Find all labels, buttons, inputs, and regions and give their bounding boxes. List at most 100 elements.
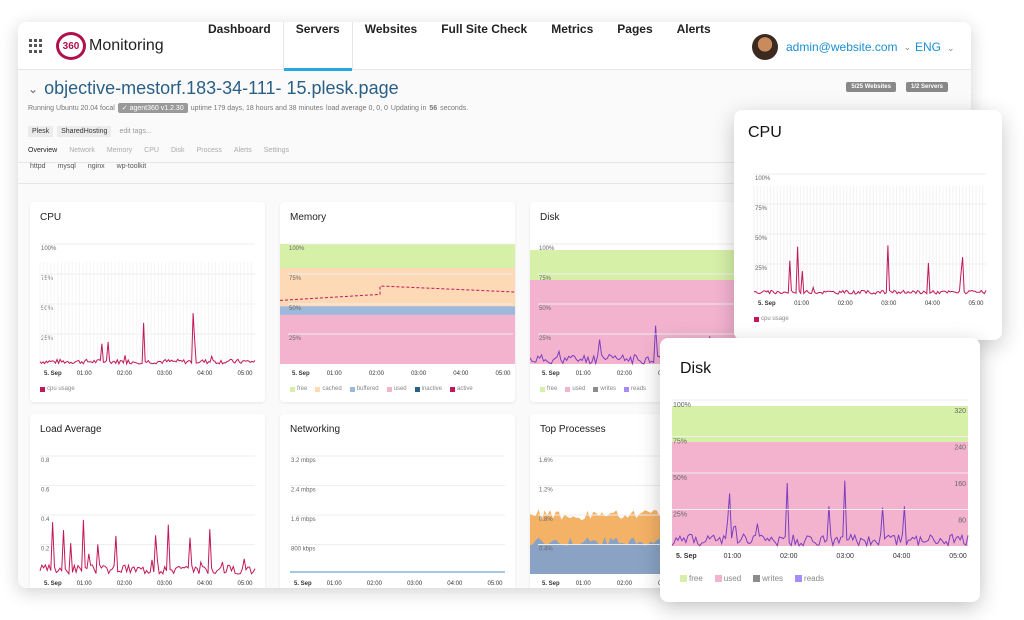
tag-list: Plesk SharedHosting edit tags... — [28, 126, 958, 137]
popup-title: CPU — [748, 124, 782, 141]
x-tick-label: 5. Sep — [44, 581, 62, 587]
tag-chip[interactable]: Plesk — [28, 126, 54, 137]
y-tick-label: 75% — [673, 439, 687, 446]
load-chart: 0.8 0.6 0.4 0.2 5. Sep 01:00 02:00 03:00 04:00 05… — [39, 455, 256, 587]
nav-dashboard[interactable]: Dashboard — [208, 22, 271, 36]
y-tick-label: 0.4% — [539, 547, 553, 553]
disk-card: Disk 100%75%50%25%5. Sep01:0002:0003:000… — [530, 202, 760, 402]
legend-item[interactable]: inactive — [414, 386, 442, 392]
collapse-chevron-icon[interactable]: ⌄ — [28, 81, 39, 96]
updating-suffix: seconds. — [440, 104, 469, 112]
x-tick-label: 05:00 — [237, 581, 253, 587]
legend-item[interactable]: free — [680, 574, 703, 583]
y-tick-label: 100% — [755, 176, 771, 182]
tab-overview[interactable]: Overview — [28, 147, 58, 154]
user-menu[interactable]: admin@website.com ⌄ — [752, 34, 911, 60]
legend-item[interactable]: used — [386, 386, 407, 392]
legend-item[interactable]: writes — [593, 386, 616, 392]
service-wp-toolkit[interactable]: wp-toolkit — [116, 163, 147, 170]
legend-item[interactable]: active — [449, 386, 473, 392]
legend-item[interactable]: free — [540, 386, 557, 392]
load-average-card: Load Average 0.8 0.6 0.4 0.2 5. Sep 01:00 02:0… — [30, 414, 265, 588]
websites-badge[interactable]: 5/25 Websites — [846, 82, 896, 92]
buffered-area — [280, 306, 515, 315]
network-chart: 3.2 mbps 2.4 mbps 1.6 mbps 800 kbps 5. Sep 01… — [290, 455, 505, 587]
chart-legend: cpu usage — [40, 386, 75, 392]
tab-network[interactable]: Network — [69, 147, 95, 154]
nav-alerts[interactable]: Alerts — [676, 22, 711, 36]
service-mysql[interactable]: mysql — [57, 163, 76, 170]
legend-item[interactable]: free — [290, 386, 307, 392]
top-navbar: 360 Monitoring Dashboard Servers Website… — [18, 22, 971, 71]
legend-label: used — [572, 386, 586, 392]
logo[interactable]: 360 Monitoring — [56, 32, 164, 60]
card-title: Disk — [540, 212, 560, 223]
legend-item[interactable]: used — [714, 574, 741, 583]
y-tick-label: 0.4 — [41, 517, 50, 523]
legend-item[interactable]: reads — [795, 574, 824, 583]
x-tick-label: 01:00 — [77, 581, 93, 587]
x-tick-label: 01:00 — [77, 371, 93, 377]
legend-item[interactable]: writes — [753, 574, 783, 583]
language-select[interactable]: ENG ⌄ — [915, 40, 955, 54]
x-tick-label: 01:00 — [724, 553, 742, 560]
x-tick-label: 04:00 — [925, 301, 941, 307]
nav-websites[interactable]: Websites — [364, 22, 418, 36]
legend-item[interactable]: reads — [624, 386, 646, 392]
y-tick-label: 100% — [673, 402, 691, 409]
apps-grid-icon[interactable] — [29, 39, 43, 53]
legend-item[interactable]: used — [565, 386, 585, 392]
nav-pages[interactable]: Pages — [617, 22, 653, 36]
nav-full-site-check[interactable]: Full Site Check — [441, 22, 528, 36]
tab-process[interactable]: Process — [196, 147, 222, 154]
x-tick-label: 5. Sep — [294, 581, 312, 587]
legend-label: used — [393, 386, 407, 392]
service-httpd[interactable]: httpd — [30, 163, 46, 170]
tab-cpu[interactable]: CPU — [144, 147, 159, 154]
tab-alerts[interactable]: Alerts — [233, 147, 252, 154]
legend-label: writes — [762, 574, 784, 583]
nav-servers[interactable]: Servers — [282, 22, 353, 71]
y-tick-label: 0.8 — [41, 458, 50, 464]
x-tick-label: 02:00 — [617, 581, 633, 587]
user-email: admin@website.com — [786, 40, 898, 54]
tab-disk[interactable]: Disk — [170, 147, 185, 154]
legend-item[interactable]: cpu usage — [40, 386, 75, 392]
x-tick-label: 04:00 — [447, 581, 463, 587]
legend-label: cpu usage — [761, 316, 789, 322]
servers-badge[interactable]: 1/2 Servers — [905, 82, 948, 92]
tag-chip[interactable]: SharedHosting — [57, 126, 112, 137]
legend-label: writes — [600, 386, 617, 392]
legend-item[interactable]: cpu usage — [754, 316, 789, 322]
server-name: objective-mestorf.183-34-111- 15.plesk.p… — [44, 78, 399, 98]
edit-tags-link[interactable]: edit tags... — [119, 128, 152, 135]
x-tick-label: 5. Sep — [44, 371, 62, 377]
legend-label: inactive — [421, 386, 442, 392]
y-tick-label: 25% — [673, 512, 687, 519]
series-line — [753, 245, 987, 295]
y-tick-label: 0.2 — [41, 547, 50, 553]
legend-item[interactable]: buffered — [349, 386, 379, 392]
y-tick-label: 75% — [539, 276, 552, 282]
x-tick-label: 03:00 — [407, 581, 423, 587]
legend-item[interactable]: cached — [315, 386, 342, 392]
y-tick-label: 50% — [539, 306, 552, 312]
y-tick-label: 75% — [755, 206, 768, 212]
chart-legend: cpu usage — [754, 316, 789, 322]
nav-metrics[interactable]: Metrics — [551, 22, 594, 36]
tab-settings[interactable]: Settings — [263, 147, 290, 154]
y-tick-label: 75% — [289, 276, 302, 282]
legend-label: buffered — [356, 386, 379, 392]
x-tick-label: 01:00 — [576, 371, 592, 377]
x-tick-label: 02:00 — [617, 371, 633, 377]
server-info: Running Ubuntu 20.04 focal ✓ agent360 v1… — [28, 103, 958, 113]
tab-memory[interactable]: Memory — [106, 147, 133, 154]
card-title: Top Processes — [540, 424, 606, 435]
service-nginx[interactable]: nginx — [87, 163, 105, 170]
server-header: ⌄ objective-mestorf.183-34-111- 15.plesk… — [28, 78, 958, 154]
y-tick-label: 1.2% — [539, 488, 553, 494]
free-area — [530, 250, 760, 280]
agent-badge: ✓ agent360 v1.2.30 — [117, 103, 188, 113]
free-area — [280, 244, 515, 268]
legend-label: free — [689, 574, 703, 583]
